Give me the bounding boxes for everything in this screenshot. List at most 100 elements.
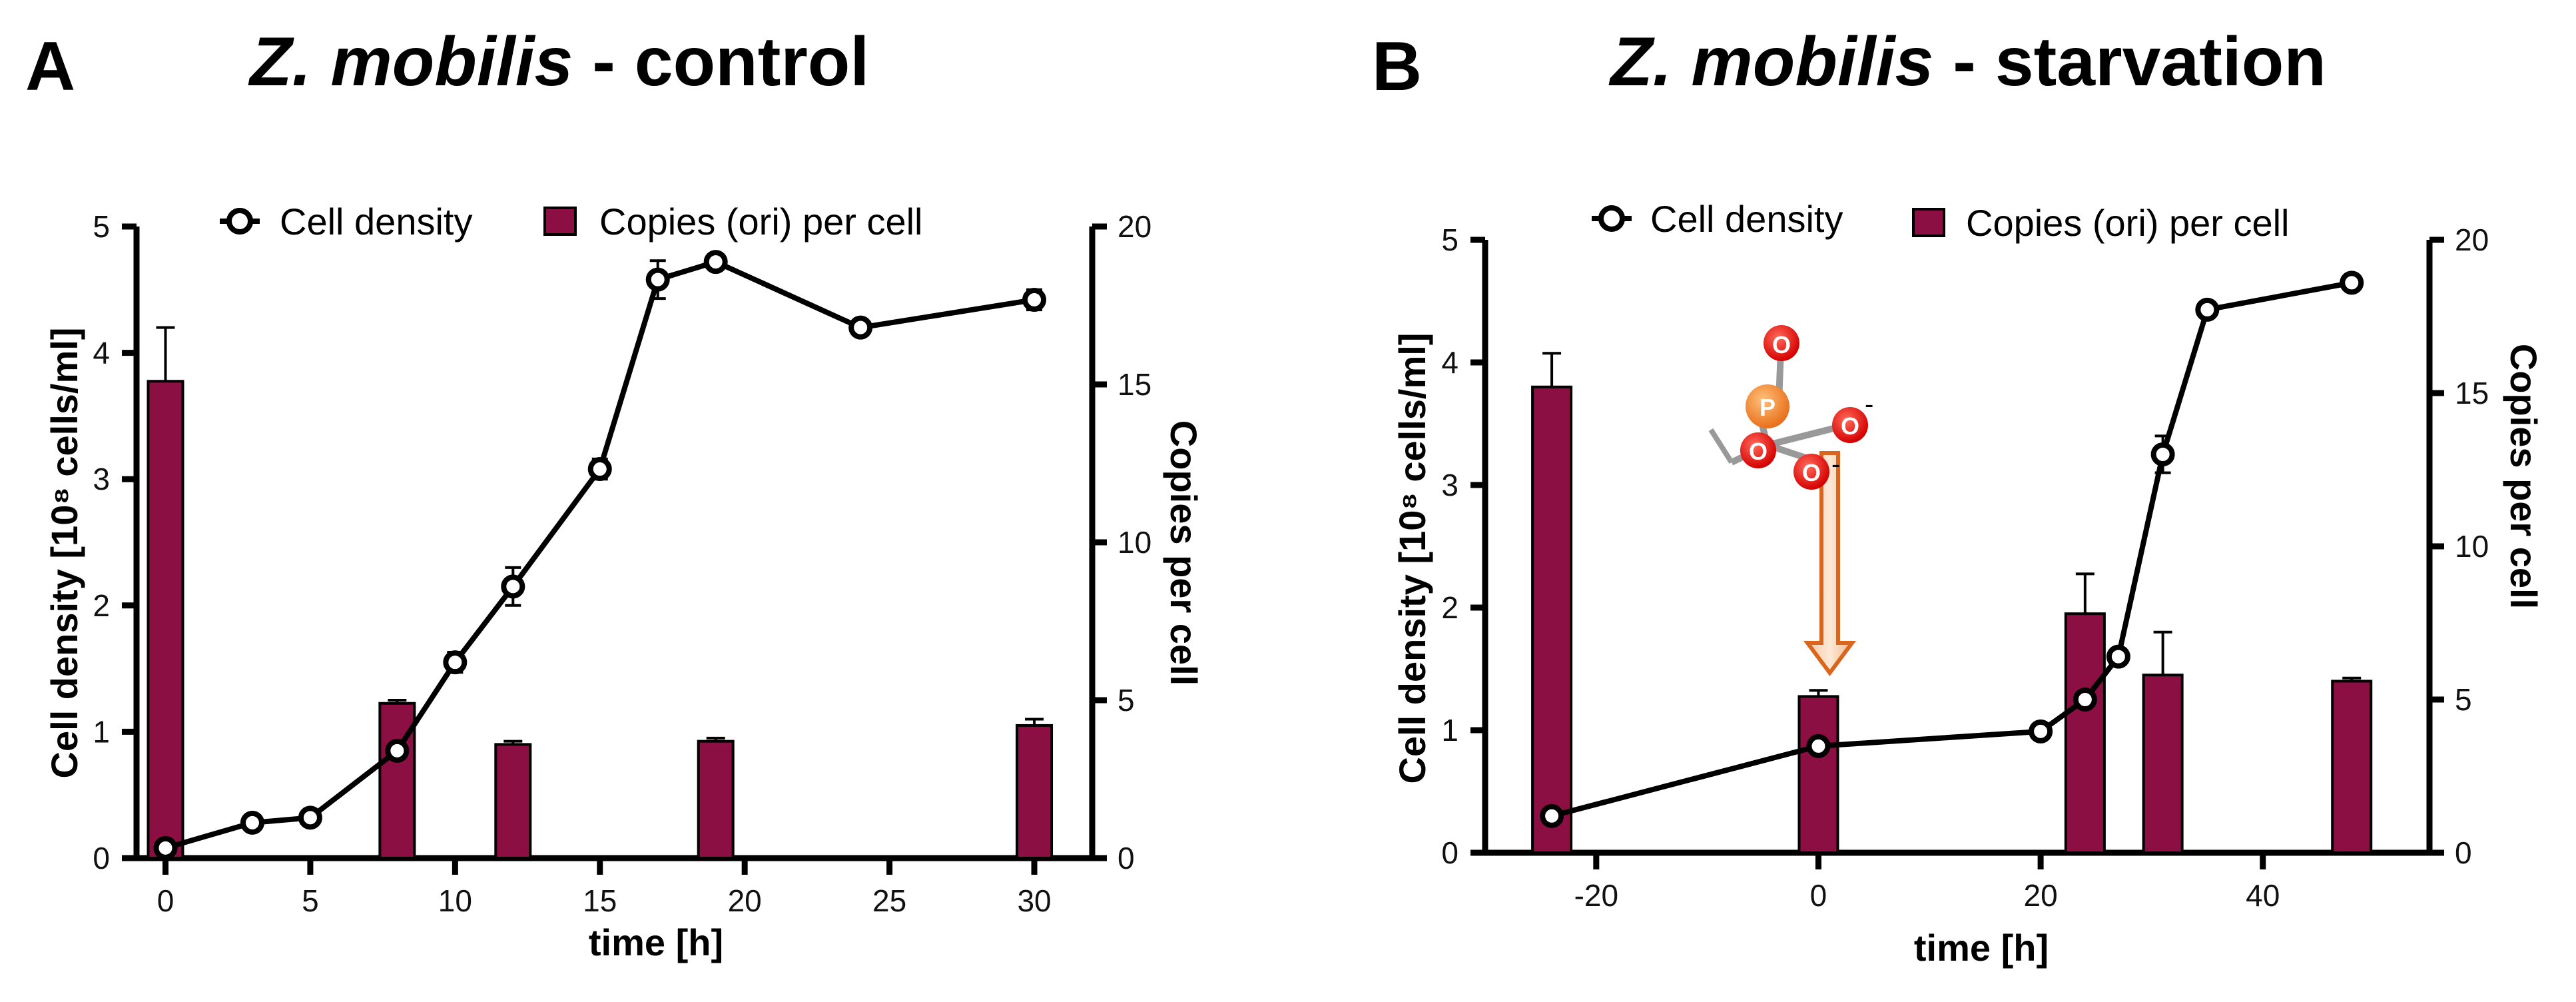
cell-density-point	[587, 457, 612, 482]
y-left-tick-label: 1	[1441, 713, 1458, 748]
copies-bar	[147, 380, 184, 859]
y-left-tick-label: 3	[93, 462, 110, 496]
cell-density-point	[848, 315, 873, 340]
y-right-tick-label: 20	[1118, 209, 1151, 244]
x-tick-label: -20	[1574, 878, 1618, 913]
panel-b-title: Z. mobilis - starvation	[1608, 23, 2326, 101]
panel-b-legend: Cell density Copies (ori) per cell	[1592, 198, 2290, 244]
panel-a-y-right-title: Copies per cell	[1163, 420, 1205, 686]
oxygen-label: O	[1802, 459, 1821, 486]
x-tick-label: 10	[438, 883, 472, 918]
panel-b-y-left-title: Cell density [10⁸ cells/ml]	[1391, 333, 1433, 784]
x-tick-label: 0	[1810, 878, 1827, 913]
panel-b-letter: B	[1372, 28, 1422, 105]
y-right-tick-label: 15	[1118, 367, 1151, 402]
legend-cell-density-marker	[1598, 205, 1625, 232]
oxygen-atom	[1832, 407, 1868, 443]
cell-density-point	[298, 805, 322, 830]
copies-bar	[378, 702, 416, 859]
y-right-tick-label: 5	[1118, 683, 1135, 718]
oxygen-atom	[1793, 454, 1829, 490]
cell-density-point	[443, 650, 468, 675]
negative-charge: -	[1865, 390, 1873, 419]
panel-b-plot: 0 1 2 3 4 5 0 5 10 15 20 -20 0 20 40	[1441, 223, 2489, 913]
copies-bar	[1797, 695, 1839, 855]
cell-density-point	[1022, 287, 1047, 312]
panel-b: B Z. mobilis - starvation Cell density C…	[1372, 23, 2545, 969]
panel-a-y-left-title: Cell density [10⁸ cells/ml]	[43, 328, 85, 779]
legend-copies-label: Copies (ori) per cell	[599, 201, 923, 243]
y-left-tick-label: 5	[93, 209, 110, 244]
x-tick-label: 20	[728, 883, 762, 918]
y-left-tick-label: 4	[93, 336, 110, 370]
y-left-tick-label: 1	[93, 714, 110, 749]
cell-density-point	[1540, 803, 1564, 828]
cell-density-point	[645, 267, 670, 292]
cell-density-point	[153, 835, 178, 860]
cell-density-point	[501, 574, 525, 599]
oxygen-label: O	[1749, 438, 1768, 465]
oxygen-label: O	[1841, 412, 1859, 440]
y-right-tick-label: 15	[2455, 376, 2489, 410]
y-right-tick-label: 5	[2455, 682, 2472, 717]
y-right-tick-label: 10	[1118, 525, 1151, 560]
legend-cell-density-label: Cell density	[1650, 198, 1843, 240]
copies-bar	[1016, 724, 1054, 860]
cell-density-line	[1551, 280, 2352, 819]
cell-density-point	[2106, 644, 2130, 669]
y-right-tick-label: 20	[2455, 223, 2489, 257]
copies-bar	[2331, 680, 2373, 855]
cell-density-point	[2150, 442, 2175, 466]
legend-cell-density-label: Cell density	[280, 201, 472, 243]
cell-density-point	[2029, 719, 2053, 744]
copies-bar	[1531, 385, 1573, 854]
y-left-tick-label: 4	[1441, 345, 1458, 380]
cell-density-point	[2340, 270, 2364, 295]
copies-bar	[2064, 612, 2106, 854]
x-tick-label: 0	[157, 883, 174, 918]
x-tick-label: 30	[1017, 883, 1051, 918]
phosphorus-label: P	[1760, 394, 1775, 421]
cell-density-line	[164, 258, 1035, 851]
phosphorus-atom	[1746, 384, 1789, 428]
legend-cell-density-marker-top	[226, 208, 253, 235]
copies-bar	[697, 740, 735, 859]
panel-a-legend: Cell density Copies (ori) per cell	[220, 201, 923, 243]
copies-bar	[494, 743, 532, 859]
phosphate-molecule-annotation: O P O O O - -	[1708, 325, 1873, 677]
x-tick-label: 40	[2246, 878, 2280, 913]
oxygen-label: O	[1772, 331, 1791, 358]
copies-bar	[2142, 674, 2184, 854]
legend-copies-label: Copies (ori) per cell	[1966, 202, 2290, 244]
panel-a-letter: A	[25, 28, 75, 105]
y-left-tick-label: 2	[1441, 590, 1458, 625]
y-left-tick-label: 0	[93, 841, 110, 875]
panel-b-x-axis-title: time [h]	[1914, 927, 2049, 969]
cell-density-point	[703, 250, 728, 274]
panel-a-x-axis-title: time [h]	[589, 921, 723, 963]
x-tick-label: 25	[872, 883, 906, 918]
bond-stub	[1708, 428, 1734, 464]
cell-density-point	[2195, 297, 2220, 322]
x-tick-label: 20	[2024, 878, 2058, 913]
y-left-tick-label: 3	[1441, 468, 1458, 502]
y-right-tick-label: 10	[2455, 529, 2489, 564]
phosphate-arrow	[1803, 451, 1856, 677]
panel-b-y-right-title: Copies per cell	[2503, 344, 2545, 609]
oxygen-atom	[1740, 432, 1776, 468]
panel-a-title: Z. mobilis - control	[248, 23, 869, 101]
y-left-tick-label: 0	[1441, 835, 1458, 870]
y-right-tick-label: 0	[2455, 835, 2472, 870]
y-left-tick-label: 5	[1441, 223, 1458, 257]
cell-density-point	[1806, 734, 1831, 758]
cell-density-point	[385, 738, 410, 763]
legend-copies-swatch	[1912, 208, 1945, 237]
cell-density-point	[240, 810, 264, 835]
legend-copies-swatch	[543, 207, 577, 236]
y-right-tick-label: 0	[1118, 841, 1135, 875]
cell-density-point	[2073, 688, 2097, 712]
x-tick-label: 5	[302, 883, 319, 918]
panel-a-plot: 0 1 2 3 4 5 0 5 10 15 20 0 5 10 15 20 25 30	[93, 209, 1151, 918]
negative-charge: -	[1831, 450, 1840, 479]
